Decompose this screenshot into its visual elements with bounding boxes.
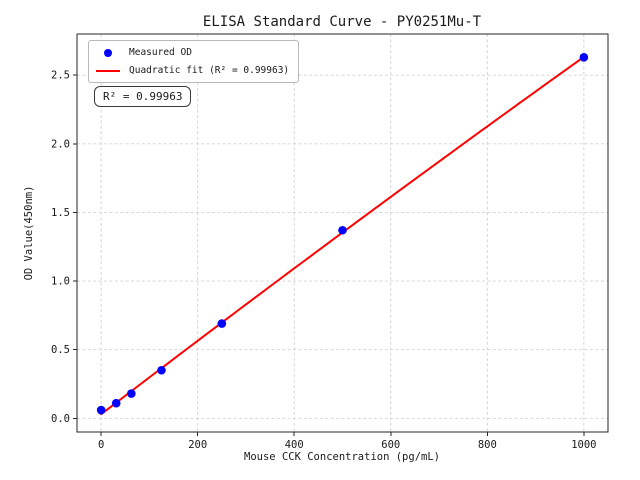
scatter-marker-icon (104, 48, 112, 57)
legend: Measured OD Quadratic fit (R² = 0.99963) (88, 40, 300, 83)
data-point (111, 398, 121, 408)
legend-item-measured-od: Measured OD (95, 46, 289, 59)
plot-border (76, 33, 609, 433)
legend-item-quadratic-fit: Quadratic fit (R² = 0.99963) (95, 64, 289, 77)
y-tick-label: 0.0 (51, 413, 70, 425)
data-point (217, 319, 227, 328)
y-axis-label: OD Value(450nm) (23, 185, 35, 281)
data-point (127, 389, 136, 398)
x-tick-label: 200 (188, 439, 207, 451)
x-tick-label: 600 (381, 439, 400, 451)
r-squared-annotation: R² = 0.99963 (94, 86, 192, 107)
y-tick-label: 0.5 (51, 344, 70, 356)
x-tick-label: 0 (98, 439, 104, 451)
data-point (579, 53, 589, 62)
x-tick-label: 1000 (571, 439, 596, 451)
legend-marker-box (95, 48, 121, 57)
data-point (338, 225, 347, 235)
y-tick-label: 1.5 (51, 207, 70, 219)
legend-label-measured-od: Measured OD (129, 47, 192, 58)
y-tick-label: 2.0 (51, 138, 70, 150)
x-axis-label: Mouse CCK Concentration (pg/mL) (244, 451, 440, 463)
fit-line-icon (96, 69, 120, 72)
chart-title: ELISA Standard Curve - PY0251Mu-T (202, 14, 482, 30)
legend-marker-box (95, 69, 121, 72)
data-point (96, 405, 106, 415)
x-tick-label: 800 (478, 439, 497, 451)
x-tick-label: 400 (285, 439, 304, 451)
data-point (157, 365, 166, 375)
legend-label-quadratic-fit: Quadratic fit (R² = 0.99963) (129, 65, 290, 76)
y-tick-label: 1.0 (51, 276, 70, 288)
y-tick-label: 2.5 (51, 70, 70, 82)
quadratic-fit-line (100, 55, 585, 416)
